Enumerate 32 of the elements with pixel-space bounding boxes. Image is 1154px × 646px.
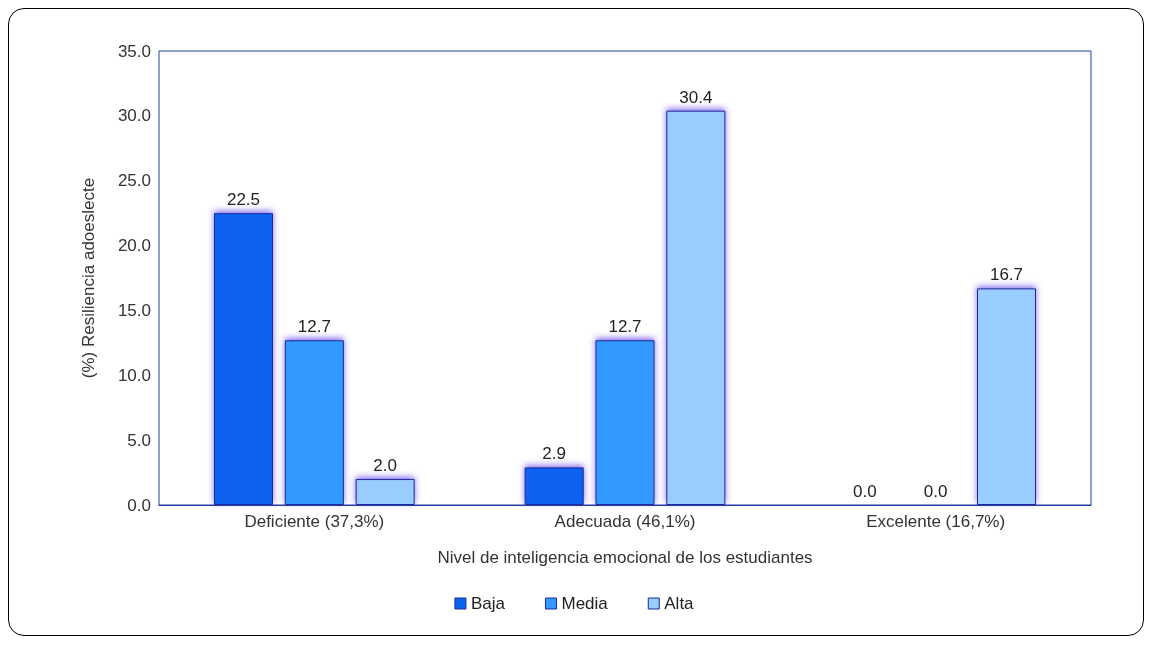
data-label: 16.7: [989, 265, 1024, 285]
x-tick-label: Adecuada (46,1%): [554, 512, 696, 531]
data-label: 30.4: [679, 87, 713, 107]
x-tick-label: Excelente (16,7%): [866, 512, 1006, 531]
y-tick-label: 15.0: [117, 300, 151, 320]
bar: [213, 213, 274, 505]
data-label: 12.7: [608, 317, 642, 337]
data-label: 0.0: [853, 481, 877, 501]
bar: [666, 110, 726, 505]
bar: [976, 288, 1037, 505]
y-tick-label: 25.0: [117, 171, 151, 191]
bar: [284, 340, 344, 505]
bar: [355, 479, 415, 505]
y-tick-label: 5.0: [127, 430, 151, 450]
y-tick-label: 30.0: [117, 106, 151, 126]
y-tick-label: 20.0: [117, 236, 151, 256]
data-label: 12.7: [297, 317, 331, 337]
x-tick-label: Deficiente (37,3%): [244, 512, 385, 531]
y-tick-label: 0.0: [127, 495, 151, 515]
data-label: 2.9: [542, 444, 566, 464]
legend-label: Alta: [664, 594, 695, 613]
data-label: 22.5: [226, 190, 261, 210]
x-axis-title: Nivel de inteligencia emocional de los estudiantes: [437, 548, 813, 567]
bar: [524, 467, 584, 505]
legend-label: Media: [561, 594, 609, 613]
legend-label: Baja: [470, 594, 506, 613]
data-label: 2.0: [373, 456, 397, 476]
y-tick-label: 10.0: [117, 365, 151, 385]
bar: [595, 340, 655, 505]
data-label: 0.0: [923, 481, 948, 501]
y-tick-label: 35.0: [117, 41, 151, 61]
y-axis-title: (%) Resiliencia adoeslecte: [79, 177, 98, 379]
